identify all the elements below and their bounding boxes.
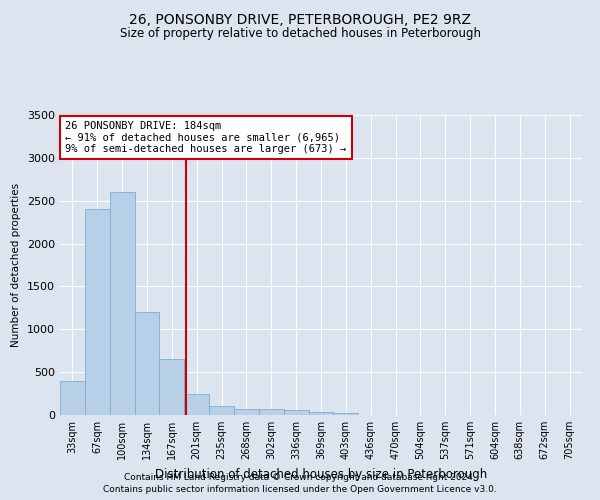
Bar: [184, 394, 209, 415]
Bar: [334, 414, 358, 415]
Bar: [134, 312, 160, 415]
Text: 26 PONSONBY DRIVE: 184sqm
← 91% of detached houses are smaller (6,965)
9% of sem: 26 PONSONBY DRIVE: 184sqm ← 91% of detac…: [65, 121, 346, 154]
Bar: [259, 410, 284, 415]
Text: 26, PONSONBY DRIVE, PETERBOROUGH, PE2 9RZ: 26, PONSONBY DRIVE, PETERBOROUGH, PE2 9R…: [129, 12, 471, 26]
Text: Size of property relative to detached houses in Peterborough: Size of property relative to detached ho…: [119, 28, 481, 40]
Bar: [110, 192, 134, 415]
Text: Contains HM Land Registry data © Crown copyright and database right 2024.: Contains HM Land Registry data © Crown c…: [124, 472, 476, 482]
Bar: [284, 410, 308, 415]
Text: Contains public sector information licensed under the Open Government Licence v3: Contains public sector information licen…: [103, 485, 497, 494]
Bar: [308, 412, 334, 415]
Y-axis label: Number of detached properties: Number of detached properties: [11, 183, 22, 347]
Bar: [60, 380, 85, 415]
Bar: [85, 210, 110, 415]
X-axis label: Distribution of detached houses by size in Peterborough: Distribution of detached houses by size …: [155, 468, 487, 480]
Bar: [160, 360, 184, 415]
Bar: [209, 406, 234, 415]
Bar: [234, 408, 259, 415]
